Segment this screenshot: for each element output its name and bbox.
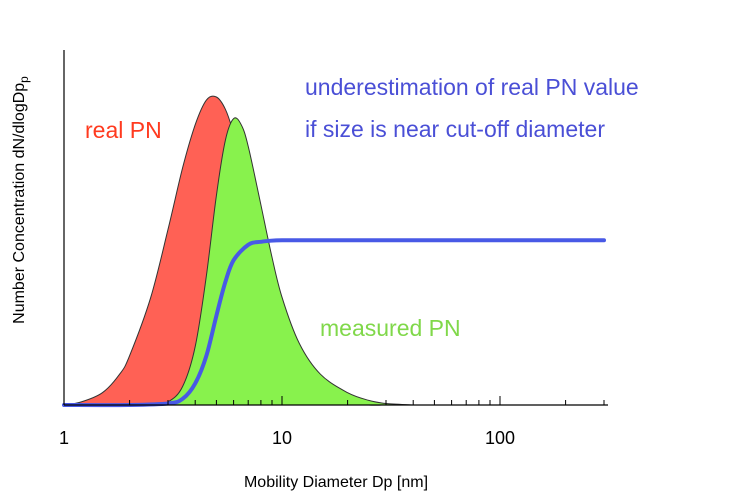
y-axis-title-main: Number Concentration dN/dlogDp [11,83,28,324]
series-line-cut-off-efficiency [62,238,606,408]
x-axis-ticks [63,396,605,405]
x-tick-label-10: 10 [272,428,292,448]
y-axis-title: Number Concentration dN/dlogDpp [11,76,31,324]
x-tick-label-100: 100 [485,428,515,448]
x-tick-label-1: 1 [59,428,69,448]
x-axis-title: Mobility Diameter Dp [nm] [244,474,428,491]
series-area-measured-pn [129,117,414,406]
plot-area [62,95,606,408]
y-axis-title-subscript: p [17,76,31,83]
annotation-underestimation-line-1: underestimation of real PN value [305,74,639,100]
annotation-real-pn: real PN [85,117,162,143]
annotation-underestimation-line-2: if size is near cut-off diameter [305,116,605,142]
annotation-measured-pn: measured PN [320,315,461,341]
